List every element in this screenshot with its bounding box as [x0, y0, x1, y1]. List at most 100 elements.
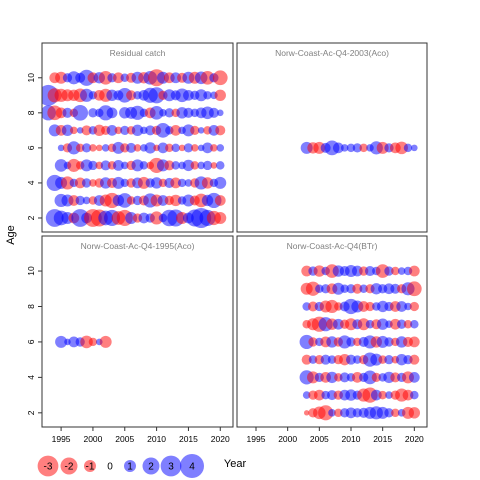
residual-bubble — [410, 319, 419, 329]
residual-bubble — [106, 107, 118, 119]
residual-bubble — [384, 355, 394, 365]
residual-bubble — [411, 144, 418, 152]
residual-bubble — [313, 265, 326, 277]
x-tick-label: 2010 — [342, 434, 361, 444]
residual-bubble — [61, 124, 74, 137]
residual-bubble — [81, 125, 92, 136]
residual-bubble — [305, 281, 321, 296]
residual-bubble — [131, 124, 144, 137]
x-tick-label: 1995 — [52, 434, 71, 444]
x-tick-label: 2000 — [83, 434, 102, 444]
residual-bubble — [396, 301, 408, 312]
residual-bubble — [201, 177, 214, 189]
residual-bubble — [120, 178, 130, 188]
residual-bubble — [148, 87, 165, 104]
x-tick-label: 1995 — [247, 434, 266, 444]
residual-bubble — [403, 143, 413, 153]
residual-bubble — [404, 302, 412, 311]
residual-bubble — [357, 318, 370, 331]
residual-bubble — [408, 265, 420, 277]
residual-bubble — [332, 142, 344, 154]
y-tick-label: 8 — [26, 110, 36, 115]
panel-2: Norw-Coast-Ac-Q4-2003(Aco) — [236, 42, 428, 233]
residual-bubble — [190, 161, 200, 170]
x-tick-label: 2015 — [179, 434, 198, 444]
residual-bubble — [80, 88, 94, 102]
legend-label: 1 — [127, 462, 133, 473]
residual-bubble — [208, 107, 219, 118]
residual-bubble — [55, 335, 68, 348]
y-tick-label: 6 — [26, 339, 36, 344]
residual-bubble — [346, 337, 356, 347]
residual-bubble — [397, 267, 406, 275]
residual-bubble — [149, 105, 164, 120]
residual-bubble — [159, 109, 167, 117]
legend-item: -1 — [84, 460, 96, 473]
residual-bubble — [170, 177, 182, 189]
panel-title: Residual catch — [110, 48, 166, 58]
y-tick-label: 8 — [26, 304, 36, 309]
residual-bubble — [384, 266, 394, 276]
residual-bubble — [62, 107, 73, 118]
y-tick-label: 6 — [26, 145, 36, 150]
legend-bubble — [180, 454, 204, 478]
x-tick-label: 2000 — [278, 434, 297, 444]
residual-bubble — [126, 142, 137, 153]
residual-bubble — [171, 161, 180, 170]
residual-bubble — [370, 389, 382, 401]
residual-bubble — [340, 144, 349, 152]
residual-bubble — [113, 72, 124, 84]
legend-item: 4 — [180, 454, 204, 478]
legend-label: 3 — [168, 462, 174, 473]
x-tick-label: 2020 — [405, 434, 424, 444]
panel-1: Residual catch 2 4 6 8 10 — [26, 42, 234, 233]
residual-bubble — [191, 144, 199, 152]
residual-bubble — [320, 354, 331, 365]
residual-bubble — [54, 159, 68, 172]
residual-bubble — [170, 124, 182, 136]
residual-bubble — [133, 144, 142, 152]
residual-bubble — [378, 355, 387, 364]
residual-bubble — [403, 319, 413, 329]
legend-item: 1 — [124, 460, 136, 473]
residual-bubble — [408, 372, 420, 383]
residual-bubble — [214, 195, 226, 206]
residual-bubble — [67, 158, 81, 172]
residual-bubble — [89, 144, 97, 152]
residual-bubble — [345, 354, 357, 365]
residual-bubble — [359, 143, 368, 153]
residual-bubble — [308, 337, 318, 347]
residual-bubble — [371, 372, 381, 383]
panel-title: Norw-Coast-Ac-Q4-1995(Aco) — [81, 241, 195, 251]
residual-bubble — [106, 124, 118, 136]
residual-bubble — [150, 211, 164, 225]
residual-bubble — [406, 281, 422, 297]
residual-bubble — [197, 161, 205, 170]
residual-bubble — [378, 390, 387, 400]
residual-bubble — [216, 109, 224, 117]
legend-bubble — [142, 457, 160, 475]
residual-bubble — [326, 371, 338, 384]
residual-bubble — [339, 372, 350, 383]
residual-bubble — [202, 160, 213, 171]
residual-bubble — [182, 159, 195, 172]
residual-bubble — [410, 390, 419, 400]
residual-bubble — [183, 107, 194, 118]
residual-bubble — [60, 176, 75, 190]
residual-bubble — [190, 125, 200, 136]
residual-bubble — [88, 337, 98, 347]
x-tick-label: 2010 — [147, 434, 166, 444]
residual-bubble — [409, 354, 420, 365]
residual-bubble — [155, 123, 171, 138]
panel-frame — [236, 235, 428, 428]
x-tick-label: 2005 — [310, 434, 329, 444]
residual-bubble — [96, 144, 103, 152]
legend-item: -2 — [60, 457, 78, 475]
residual-bubble — [80, 335, 93, 349]
residual-bubble — [101, 144, 110, 152]
residual-bubble — [67, 141, 81, 155]
residual-bubble — [328, 409, 336, 417]
residual-bubble — [315, 284, 324, 294]
residual-bubble — [346, 143, 356, 153]
residual-bubble — [99, 335, 112, 348]
